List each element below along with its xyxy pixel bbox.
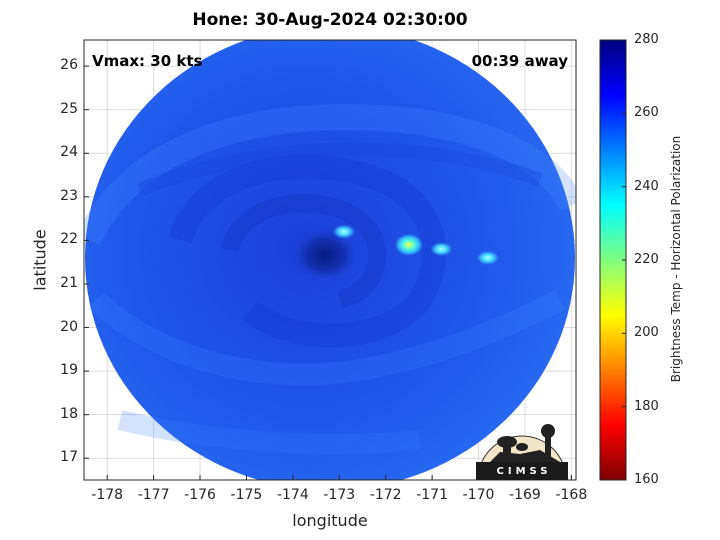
colorbar-label: Brightness Temp - Horizontal Polarizatio…	[669, 135, 683, 383]
axes-frame	[83, 39, 577, 481]
cimss-logo-text: CIMSS	[496, 466, 552, 477]
x-tick-label: -170	[462, 487, 495, 503]
colorbar-tick-label: 240	[634, 178, 659, 194]
vmax-annotation: Vmax: 30 kts	[92, 52, 203, 70]
colorbar-tick-label: 220	[634, 252, 659, 267]
x-tick-label: -169	[509, 487, 541, 503]
colorbar-tick-label: 280	[634, 32, 659, 47]
storm-eye	[293, 229, 357, 281]
x-tick-label: -171	[416, 487, 448, 503]
x-tick-label: -178	[91, 487, 124, 503]
warm-spot	[430, 242, 453, 257]
colorbar-tick-label: 180	[634, 398, 659, 414]
x-tick-label: -168	[555, 487, 588, 503]
y-tick-label: 19	[60, 362, 78, 379]
y-tick-label: 20	[60, 318, 78, 335]
y-tick-label: 23	[60, 187, 78, 204]
y-tick-label: 21	[60, 274, 78, 291]
warm-spot	[394, 233, 423, 256]
warm-spots	[332, 224, 499, 265]
colorbar-tick-label: 160	[634, 472, 659, 487]
y-tick-label: 25	[60, 100, 78, 117]
x-axis-label: longitude	[292, 511, 368, 530]
y-tick-label: 18	[60, 405, 78, 422]
colorbar-ticks	[622, 39, 626, 481]
colorbar-tick-label: 260	[634, 105, 659, 121]
y-tick-label: 22	[60, 231, 78, 248]
x-tick-label: -175	[230, 487, 263, 503]
warm-spot	[332, 224, 355, 239]
colorbar-tick-label: 200	[634, 325, 659, 341]
x-tick-label: -176	[184, 487, 216, 503]
brightness-temp-swath	[84, 40, 576, 480]
x-tick-label: -177	[137, 487, 170, 503]
chart-title: Hone: 30-Aug-2024 02:30:00	[192, 10, 468, 30]
colorbar	[599, 39, 627, 481]
y-tick-label: 17	[60, 449, 78, 466]
x-tick-label: -174	[276, 487, 309, 503]
y-tick-label: 24	[60, 144, 78, 161]
x-tick-label: -173	[323, 487, 356, 503]
y-tick-label: 26	[60, 57, 78, 74]
x-tick-label: -172	[369, 487, 402, 503]
y-axis-label: latitude	[30, 229, 50, 291]
cimss-logo	[476, 424, 568, 481]
time-offset-annotation: 00:39 away	[471, 52, 568, 70]
warm-spot	[476, 250, 499, 265]
